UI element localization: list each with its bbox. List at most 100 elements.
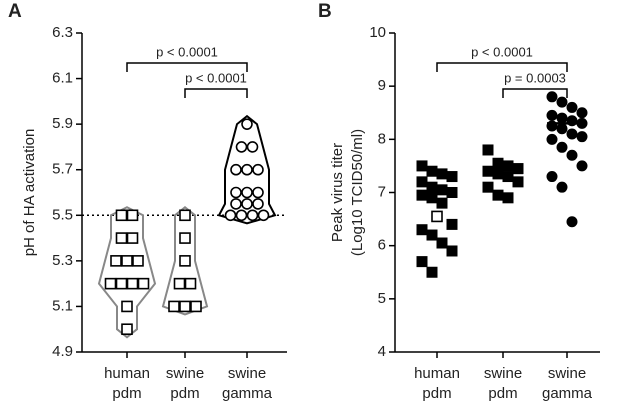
y-axis-label: (Log10 TCID50/ml) [349, 129, 366, 256]
panel-letter: A [8, 1, 22, 22]
data-point [576, 160, 588, 172]
violin [161, 206, 209, 316]
data-point [502, 160, 514, 172]
data-point [126, 209, 139, 222]
data-point [241, 118, 253, 130]
data-point [252, 198, 264, 210]
y-tick-label: 4.9 [52, 343, 73, 360]
data-point [241, 198, 253, 210]
y-tick-label: 7 [378, 183, 386, 200]
data-point [492, 189, 504, 201]
y-tick-label: 5 [378, 290, 386, 307]
data-point [556, 123, 568, 135]
data-point [126, 232, 139, 244]
data-point [546, 109, 558, 121]
significance-bracket [436, 62, 568, 72]
x-tick-label: human [104, 365, 150, 382]
significance-bracket [502, 88, 568, 98]
data-point [482, 181, 494, 193]
x-tick-label: gamma [542, 385, 593, 401]
y-axis-label: pH of HA activation [21, 129, 38, 257]
x-tick-label: swine [228, 365, 266, 382]
data-point [115, 277, 128, 290]
data-point [104, 277, 117, 290]
data-point [179, 209, 191, 222]
data-point [230, 163, 242, 176]
data-point [436, 184, 448, 196]
data-point [137, 277, 150, 290]
data-point [446, 218, 458, 230]
y-tick-label: 10 [369, 24, 386, 41]
data-point [246, 209, 259, 222]
data-point [179, 232, 191, 244]
data-point [416, 176, 428, 188]
y-tick-label: 8 [378, 130, 386, 147]
y-tick-label: 6.1 [52, 70, 73, 87]
data-point [235, 209, 248, 222]
data-point [241, 163, 253, 176]
data-point [179, 300, 191, 313]
data-point [230, 198, 242, 210]
x-tick-label: gamma [222, 385, 273, 401]
data-point [121, 323, 133, 336]
data-point [252, 186, 264, 199]
data-point [546, 91, 558, 103]
data-point [224, 209, 237, 222]
x-tick-label: pdm [488, 385, 517, 401]
significance-label: p < 0.0001 [156, 44, 218, 59]
significance-bracket [126, 62, 248, 72]
y-tick-label: 6.3 [52, 24, 73, 41]
data-point [257, 209, 270, 222]
data-point [502, 192, 514, 204]
data-point [121, 255, 133, 267]
data-point [416, 256, 428, 268]
data-point [416, 160, 428, 172]
data-point [426, 165, 438, 177]
data-point [556, 181, 568, 193]
data-point [482, 144, 494, 156]
data-point [246, 141, 259, 153]
data-point [436, 237, 448, 249]
data-point [556, 96, 568, 108]
data-point [556, 141, 568, 153]
data-point [110, 255, 122, 267]
significance-label: p < 0.0001 [185, 70, 247, 85]
data-point [416, 224, 428, 236]
y-axis-label: Peak virus titer [329, 143, 346, 242]
data-point [436, 197, 448, 209]
y-tick-label: 9 [378, 77, 386, 94]
x-tick-label: pdm [170, 385, 199, 401]
y-tick-label: 4 [378, 343, 386, 360]
y-tick-label: 5.5 [52, 206, 73, 223]
x-tick-label: human [414, 365, 460, 382]
data-point [168, 300, 180, 313]
data-point [126, 277, 139, 290]
significance-label: p = 0.0003 [504, 70, 566, 85]
data-point [556, 112, 568, 124]
data-point [566, 149, 578, 161]
data-point [436, 168, 448, 180]
data-point [446, 171, 458, 183]
data-point [566, 101, 578, 113]
violin [217, 114, 277, 225]
y-tick-label: 5.3 [52, 252, 73, 269]
data-point [512, 176, 524, 188]
data-point [426, 266, 438, 278]
violin [97, 206, 157, 339]
data-point [576, 107, 588, 119]
panel-letter: B [318, 1, 332, 22]
x-tick-label: pdm [112, 385, 141, 401]
x-tick-label: swine [166, 365, 204, 382]
data-point [121, 300, 133, 313]
data-point [566, 128, 578, 140]
y-tick-label: 6 [378, 237, 386, 254]
x-tick-label: swine [548, 365, 586, 382]
data-point [482, 165, 494, 177]
data-point [184, 277, 197, 290]
data-point [241, 186, 253, 199]
data-point [115, 232, 128, 244]
data-point [190, 300, 202, 313]
data-point [179, 255, 191, 267]
